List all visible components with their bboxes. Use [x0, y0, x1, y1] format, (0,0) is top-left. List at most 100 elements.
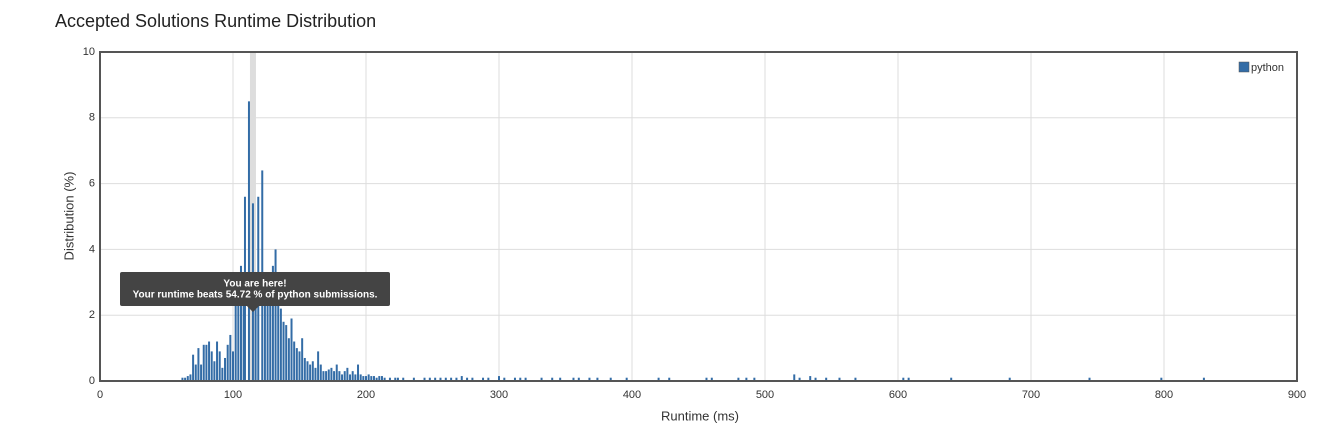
bar [907, 377, 910, 381]
bar [434, 377, 437, 381]
bar [295, 348, 298, 381]
bar [577, 377, 580, 381]
bar [657, 377, 660, 381]
bar [322, 371, 325, 381]
bar [798, 377, 801, 381]
x-tick-label: 800 [1155, 389, 1173, 401]
y-tick-label: 8 [89, 112, 95, 124]
bar [333, 371, 336, 381]
bar [362, 376, 365, 381]
bar [428, 377, 431, 381]
bar [380, 376, 383, 381]
chart-title: Accepted Solutions Runtime Distribution [55, 11, 376, 31]
bar [325, 371, 328, 381]
tooltip-text: You are here! [223, 279, 286, 290]
bar [524, 377, 527, 381]
bar [224, 357, 227, 381]
tooltip-text: Your runtime beats 54.72 % of python sub… [133, 290, 378, 301]
bar [285, 325, 288, 381]
bar [338, 371, 341, 381]
legend-label: python [1251, 62, 1284, 74]
bar [317, 351, 320, 381]
x-tick-label: 300 [490, 389, 508, 401]
bar [460, 376, 463, 381]
bar [588, 377, 591, 381]
bar [237, 275, 240, 381]
bar [309, 364, 312, 381]
bar [349, 374, 352, 381]
plot-frame [99, 51, 1298, 382]
x-axis-label: Runtime (ms) [661, 408, 739, 423]
y-tick-label: 0 [89, 375, 95, 387]
bar [540, 377, 543, 381]
bar [559, 377, 562, 381]
bar [482, 377, 485, 381]
bar [439, 377, 442, 381]
bar [809, 376, 812, 381]
bar [186, 376, 189, 381]
bar [519, 377, 522, 381]
bar [287, 338, 290, 381]
x-tick-label: 0 [97, 389, 103, 401]
bar [365, 376, 367, 381]
bar [192, 354, 195, 381]
bar [266, 298, 269, 381]
bar [396, 377, 399, 381]
bar [263, 282, 266, 381]
y-tick-label: 4 [89, 243, 95, 255]
bar [388, 377, 391, 381]
bar [239, 265, 242, 381]
bar [271, 265, 274, 381]
bar [189, 374, 192, 381]
bar [282, 321, 285, 381]
bar [1160, 377, 1163, 381]
bar [825, 377, 828, 381]
x-tick-label: 100 [224, 389, 242, 401]
bar [950, 377, 953, 381]
bar [450, 377, 453, 381]
bar [444, 377, 447, 381]
bar [498, 376, 500, 381]
bar [301, 338, 304, 381]
bar [247, 101, 250, 381]
tooltip-arrow [246, 306, 259, 312]
bar [234, 305, 237, 381]
bar [668, 377, 671, 381]
y-tick-label: 6 [89, 178, 95, 190]
y-tick-label: 10 [83, 46, 95, 58]
bar [551, 377, 554, 381]
bar [184, 377, 187, 381]
y-axis-label: Distribution (%) [61, 172, 76, 261]
bar [838, 377, 841, 381]
x-tick-label: 500 [756, 389, 774, 401]
bar [277, 288, 280, 381]
bar [412, 377, 415, 381]
x-tick-label: 600 [889, 389, 907, 401]
bar [705, 377, 708, 381]
bar [710, 377, 713, 381]
bar [221, 367, 224, 381]
bar [487, 377, 490, 381]
bar [330, 367, 333, 381]
bar [423, 377, 426, 381]
bar [226, 344, 229, 381]
bar [793, 374, 796, 381]
bar [303, 357, 306, 381]
bar [402, 377, 405, 381]
bar [753, 377, 756, 381]
bar [359, 374, 362, 381]
bar [346, 367, 349, 381]
bar [596, 377, 599, 381]
bar [394, 377, 397, 381]
bar [354, 374, 357, 381]
bar [370, 376, 373, 381]
bar [1202, 377, 1205, 381]
bar [902, 377, 905, 381]
x-tick-label: 700 [1022, 389, 1040, 401]
bar [375, 377, 378, 381]
bar [306, 361, 309, 381]
bar [737, 377, 740, 381]
plot-background [100, 52, 1297, 381]
bar [311, 361, 314, 381]
